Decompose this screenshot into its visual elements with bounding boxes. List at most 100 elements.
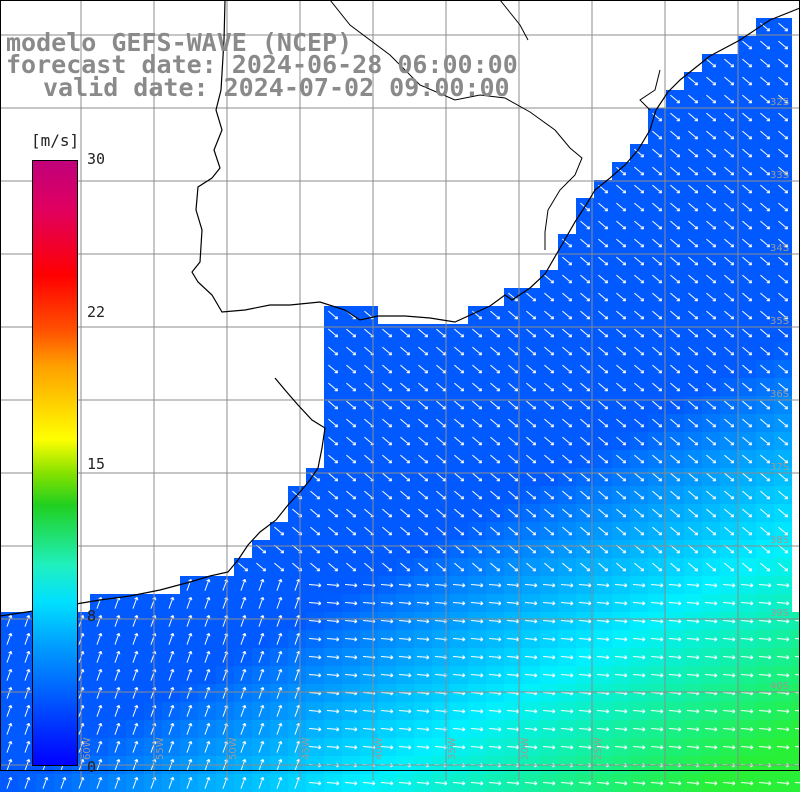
wind-arrow bbox=[596, 601, 610, 606]
wind-arrow bbox=[670, 328, 681, 338]
wind-arrow bbox=[634, 256, 645, 266]
wind-arrow bbox=[452, 781, 466, 786]
wind-arrow bbox=[24, 776, 31, 789]
wind-arrow bbox=[344, 619, 358, 624]
wind-arrow bbox=[650, 673, 664, 678]
wind-arrow bbox=[760, 346, 771, 356]
wind-arrow bbox=[706, 328, 717, 338]
wind-arrow bbox=[490, 508, 501, 518]
wind-arrow bbox=[454, 508, 465, 518]
wind-arrow bbox=[652, 418, 663, 428]
wind-arrow bbox=[470, 583, 484, 588]
wind-arrow bbox=[472, 526, 483, 536]
wind-arrow bbox=[758, 619, 772, 624]
wind-arrow bbox=[436, 328, 447, 338]
wind-arrow bbox=[776, 745, 790, 750]
wind-arrow bbox=[186, 776, 193, 789]
wind-arrow bbox=[778, 346, 789, 356]
wind-arrow bbox=[400, 418, 411, 428]
wind-arrow bbox=[526, 418, 537, 428]
wind-arrow bbox=[344, 727, 358, 732]
wind-arrow bbox=[614, 709, 628, 714]
wind-arrow bbox=[616, 490, 627, 500]
wind-arrow bbox=[114, 668, 121, 681]
wind-arrow bbox=[632, 673, 646, 678]
wind-arrow bbox=[544, 562, 555, 572]
wind-arrow bbox=[598, 382, 609, 392]
colorbar-units: [m/s] bbox=[31, 131, 80, 150]
wind-arrow bbox=[544, 382, 555, 392]
wind-arrow bbox=[488, 655, 502, 660]
wind-arrow bbox=[544, 274, 555, 284]
wind-arrow bbox=[400, 472, 411, 482]
wind-arrow bbox=[416, 709, 430, 714]
wind-arrow bbox=[596, 673, 610, 678]
wind-arrow bbox=[614, 637, 628, 642]
wind-arrow bbox=[416, 781, 430, 786]
wind-arrow bbox=[276, 704, 283, 717]
wind-arrow bbox=[452, 745, 466, 750]
wind-arrow bbox=[722, 709, 736, 714]
wind-arrow bbox=[560, 745, 574, 750]
wind-arrow bbox=[616, 274, 627, 284]
wind-arrow bbox=[470, 727, 484, 732]
wind-arrow bbox=[794, 745, 800, 748]
longitude-label: 40W bbox=[374, 737, 385, 760]
wind-arrow bbox=[760, 472, 771, 482]
wind-arrow bbox=[114, 686, 121, 699]
wind-arrow bbox=[794, 637, 800, 640]
wind-arrow bbox=[742, 292, 753, 302]
wind-arrow bbox=[542, 745, 556, 750]
wind-arrow bbox=[524, 655, 538, 660]
wind-arrow bbox=[634, 400, 645, 410]
wind-arrow bbox=[706, 346, 717, 356]
wind-arrow bbox=[472, 472, 483, 482]
wind-arrow bbox=[704, 745, 718, 750]
wind-arrow bbox=[168, 722, 175, 735]
wind-arrow bbox=[794, 673, 800, 676]
wind-arrow bbox=[436, 346, 447, 356]
wind-arrow bbox=[706, 148, 717, 158]
wind-arrow bbox=[96, 668, 103, 681]
wind-arrow bbox=[776, 637, 790, 642]
wind-arrow bbox=[652, 292, 663, 302]
wind-arrow bbox=[168, 650, 175, 663]
wind-arrow bbox=[562, 490, 573, 500]
wind-arrow bbox=[742, 328, 753, 338]
wind-arrow bbox=[240, 578, 247, 591]
wind-arrow bbox=[526, 400, 537, 410]
wind-arrow bbox=[758, 673, 772, 678]
wind-arrow bbox=[760, 508, 771, 518]
wind-arrow bbox=[186, 704, 193, 717]
wind-arrow bbox=[472, 400, 483, 410]
wind-arrow bbox=[760, 400, 771, 410]
wind-arrow bbox=[742, 94, 753, 104]
wind-arrow bbox=[204, 704, 211, 717]
wind-arrow bbox=[598, 274, 609, 284]
wind-arrow bbox=[688, 112, 699, 122]
wind-arrow bbox=[670, 148, 681, 158]
wind-arrow bbox=[380, 727, 394, 732]
wind-arrow bbox=[186, 632, 193, 645]
wind-arrow bbox=[328, 436, 339, 446]
wind-arrow bbox=[778, 256, 789, 266]
wind-arrow bbox=[686, 601, 700, 606]
wind-arrow bbox=[616, 166, 627, 176]
wind-arrow bbox=[382, 364, 393, 374]
wind-arrow bbox=[490, 364, 501, 374]
wind-arrow bbox=[686, 709, 700, 714]
wind-arrow bbox=[542, 637, 556, 642]
wind-arrow bbox=[670, 490, 681, 500]
wind-arrow bbox=[544, 400, 555, 410]
wind-arrow bbox=[310, 490, 321, 500]
wind-arrow bbox=[544, 346, 555, 356]
wind-arrow bbox=[652, 274, 663, 284]
wind-arrow bbox=[346, 418, 357, 428]
wind-arrow bbox=[634, 184, 645, 194]
wind-arrow bbox=[668, 637, 682, 642]
wind-arrow bbox=[562, 562, 573, 572]
wind-arrow bbox=[742, 526, 753, 536]
wind-arrow bbox=[382, 490, 393, 500]
wind-arrow bbox=[722, 745, 736, 750]
wind-arrow bbox=[632, 637, 646, 642]
